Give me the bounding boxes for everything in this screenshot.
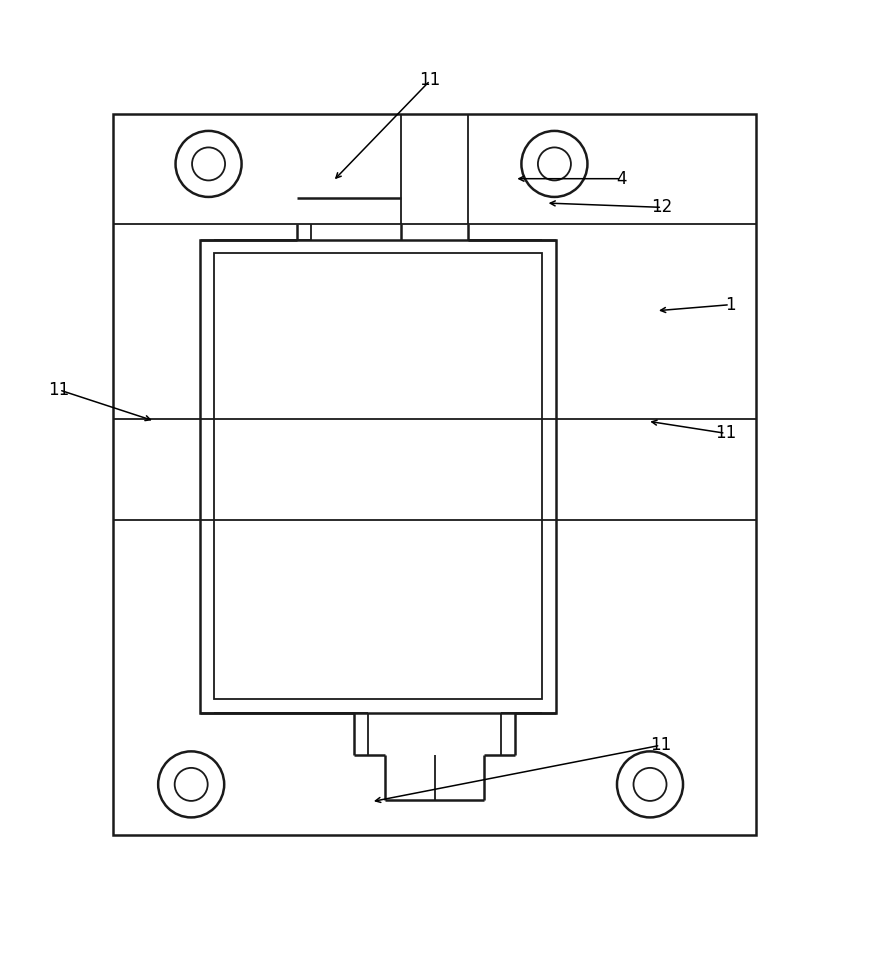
- Bar: [214, 254, 542, 700]
- Text: 11: 11: [715, 424, 736, 442]
- Text: 11: 11: [420, 72, 441, 90]
- Bar: [200, 239, 556, 713]
- Circle shape: [192, 147, 225, 181]
- Text: 11: 11: [49, 381, 70, 399]
- Circle shape: [176, 131, 242, 197]
- Circle shape: [634, 768, 667, 801]
- Text: 12: 12: [652, 198, 673, 216]
- Circle shape: [617, 751, 683, 817]
- Circle shape: [158, 751, 224, 817]
- Circle shape: [521, 131, 587, 197]
- Circle shape: [538, 147, 571, 181]
- Bar: [113, 114, 756, 835]
- Text: 4: 4: [616, 169, 627, 188]
- Text: 1: 1: [725, 296, 735, 314]
- Circle shape: [175, 768, 208, 801]
- Text: 11: 11: [650, 736, 671, 754]
